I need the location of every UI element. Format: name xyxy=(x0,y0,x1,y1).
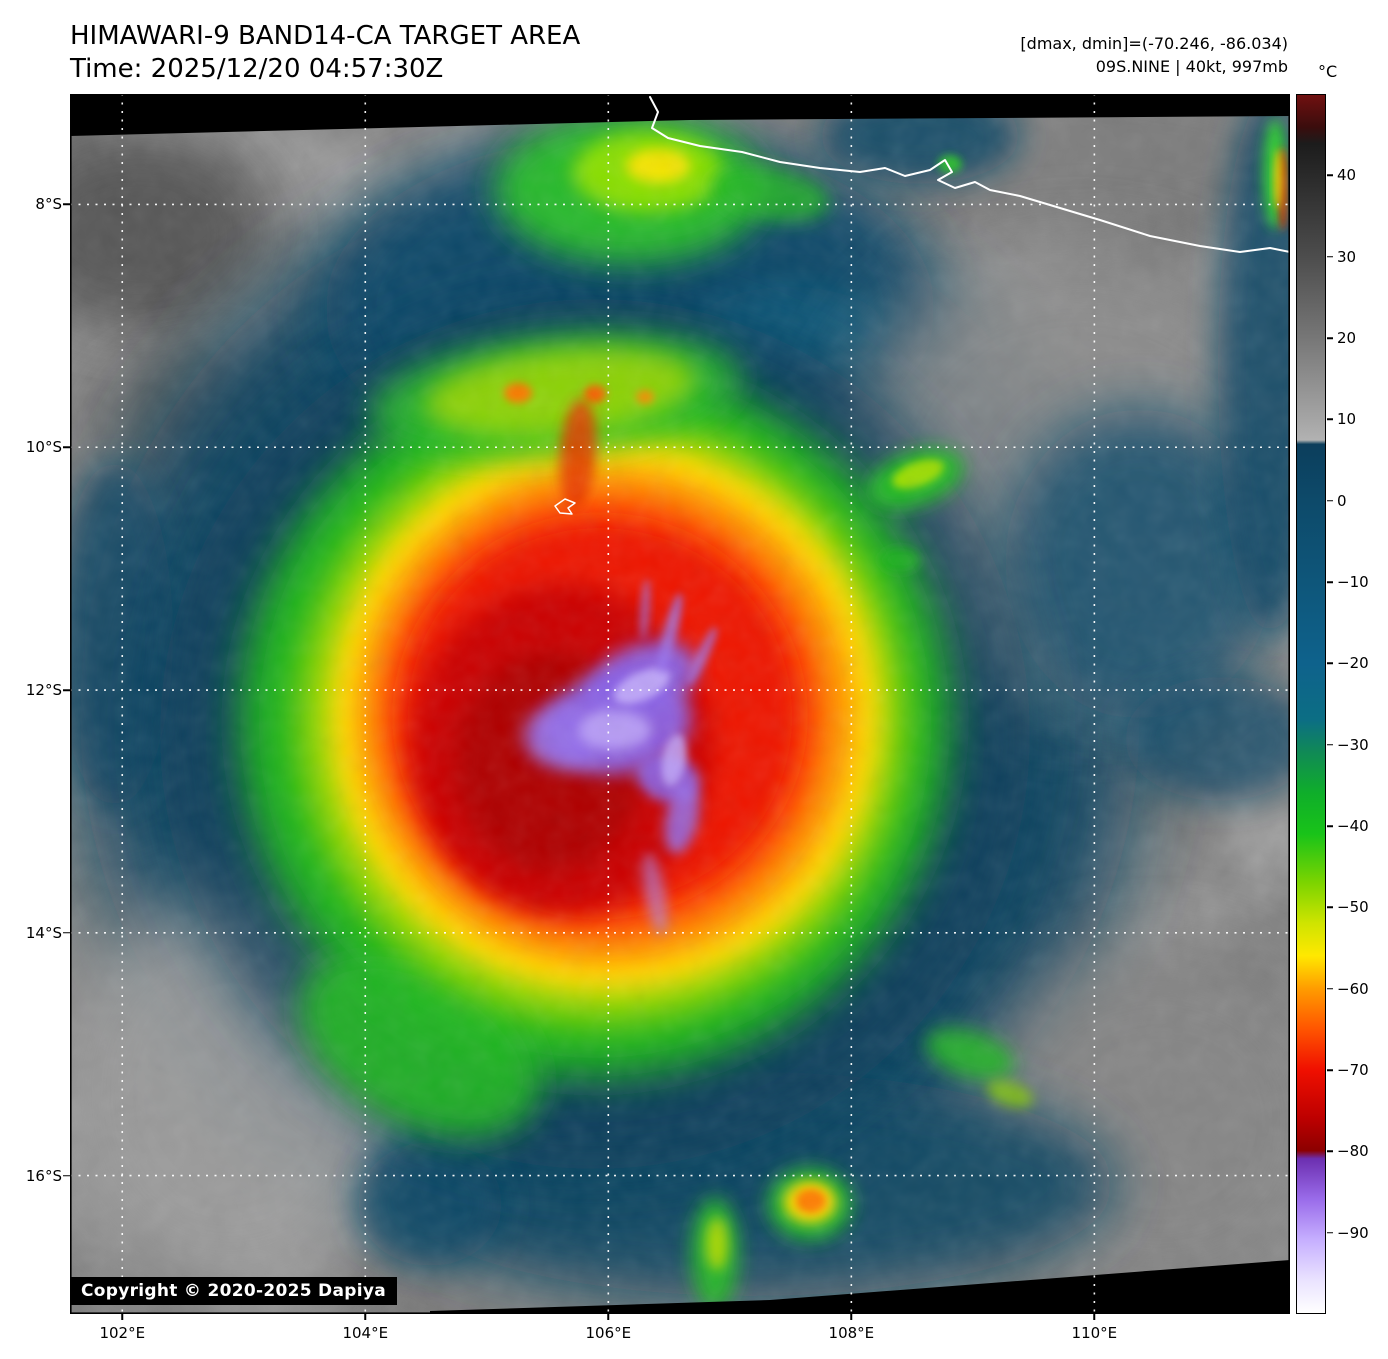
lon-tick-mark xyxy=(850,1314,853,1320)
lon-tick-label: 106°E xyxy=(585,1324,632,1342)
colorbar-tick-mark xyxy=(1327,499,1333,502)
colorbar-tick-mark xyxy=(1327,825,1333,827)
colorbar-gradient xyxy=(1296,94,1326,1314)
scan-edge-bottom xyxy=(430,1260,1290,1314)
lon-tick-label: 104°E xyxy=(342,1324,389,1342)
colorbar-tick-mark xyxy=(1327,662,1333,665)
colorbar-tick-mark xyxy=(1327,1231,1333,1234)
colorbar-tick-label: −20 xyxy=(1337,654,1369,673)
lat-tick-label: 12°S xyxy=(25,681,62,700)
copyright-badge: Copyright © 2020-2025 Dapiya xyxy=(70,1277,397,1305)
plot-timestamp: Time: 2025/12/20 04:57:30Z xyxy=(70,54,444,84)
lat-tick-label: 8°S xyxy=(35,195,62,214)
lon-tick-mark xyxy=(121,1314,123,1320)
colorbar-tick-label: 30 xyxy=(1337,247,1357,266)
dmax-dmin-readout: [dmax, dmin]=(-70.246, -86.034) xyxy=(1020,34,1288,53)
axes-frame xyxy=(70,94,1290,1314)
colorbar-tick-label: −40 xyxy=(1337,817,1369,835)
lon-tick-mark xyxy=(607,1314,610,1320)
lon-tick-label: 110°E xyxy=(1071,1324,1118,1342)
colorbar-tick-mark xyxy=(1327,1150,1333,1153)
colorbar-tick-label: 10 xyxy=(1337,410,1357,429)
lat-tick-mark xyxy=(63,203,70,206)
colorbar-unit-label: °C xyxy=(1318,62,1338,81)
colorbar-tick-mark xyxy=(1327,255,1333,258)
scan-edge-top xyxy=(70,94,1290,136)
colorbar-tick-mark xyxy=(1327,987,1333,990)
christmas-island-outline xyxy=(554,498,576,515)
lat-tick-label: 14°S xyxy=(25,923,62,942)
colorbar-tick-mark xyxy=(1327,906,1333,909)
lat-tick-mark xyxy=(63,689,70,691)
colorbar-tick-label: −10 xyxy=(1337,573,1369,591)
colorbar-tick-mark xyxy=(1327,581,1333,583)
storm-info-line: 09S.NINE | 40kt, 997mb xyxy=(1095,57,1288,76)
lon-tick-label: 102°E xyxy=(99,1324,146,1342)
lat-tick-label: 10°S xyxy=(25,438,62,457)
lat-tick-mark xyxy=(63,932,70,934)
colorbar-tick-label: 20 xyxy=(1337,329,1357,347)
colorbar-tick-label: 40 xyxy=(1337,166,1357,185)
colorbar-tick-label: −50 xyxy=(1337,898,1369,917)
colorbar-tick-label: −60 xyxy=(1337,979,1369,998)
colorbar-tick-mark xyxy=(1327,418,1333,421)
satellite-map xyxy=(70,94,1290,1314)
coastline xyxy=(649,96,1290,253)
colorbar-tick-mark xyxy=(1327,743,1333,746)
colorbar-tick-mark xyxy=(1327,337,1333,339)
colorbar-tick-mark xyxy=(1327,174,1333,177)
grain-texture xyxy=(70,94,1290,1314)
colorbar-tick-label: −70 xyxy=(1337,1061,1369,1079)
lon-tick-mark xyxy=(364,1314,367,1320)
colorbar-tick-mark xyxy=(1327,1069,1333,1071)
colorbar-tick-label: 0 xyxy=(1337,491,1347,510)
colorbar-tick-label: −30 xyxy=(1337,735,1369,754)
plot-title: HIMAWARI-9 BAND14-CA TARGET AREA xyxy=(70,21,581,51)
colorbar-tick-label: −80 xyxy=(1337,1142,1369,1161)
lon-tick-label: 108°E xyxy=(828,1324,875,1342)
lat-tick-mark xyxy=(63,1174,70,1177)
lat-tick-mark xyxy=(63,446,70,448)
colorbar-tick-label: −90 xyxy=(1337,1223,1369,1242)
lon-tick-mark xyxy=(1093,1314,1096,1320)
lat-tick-label: 16°S xyxy=(25,1166,62,1185)
